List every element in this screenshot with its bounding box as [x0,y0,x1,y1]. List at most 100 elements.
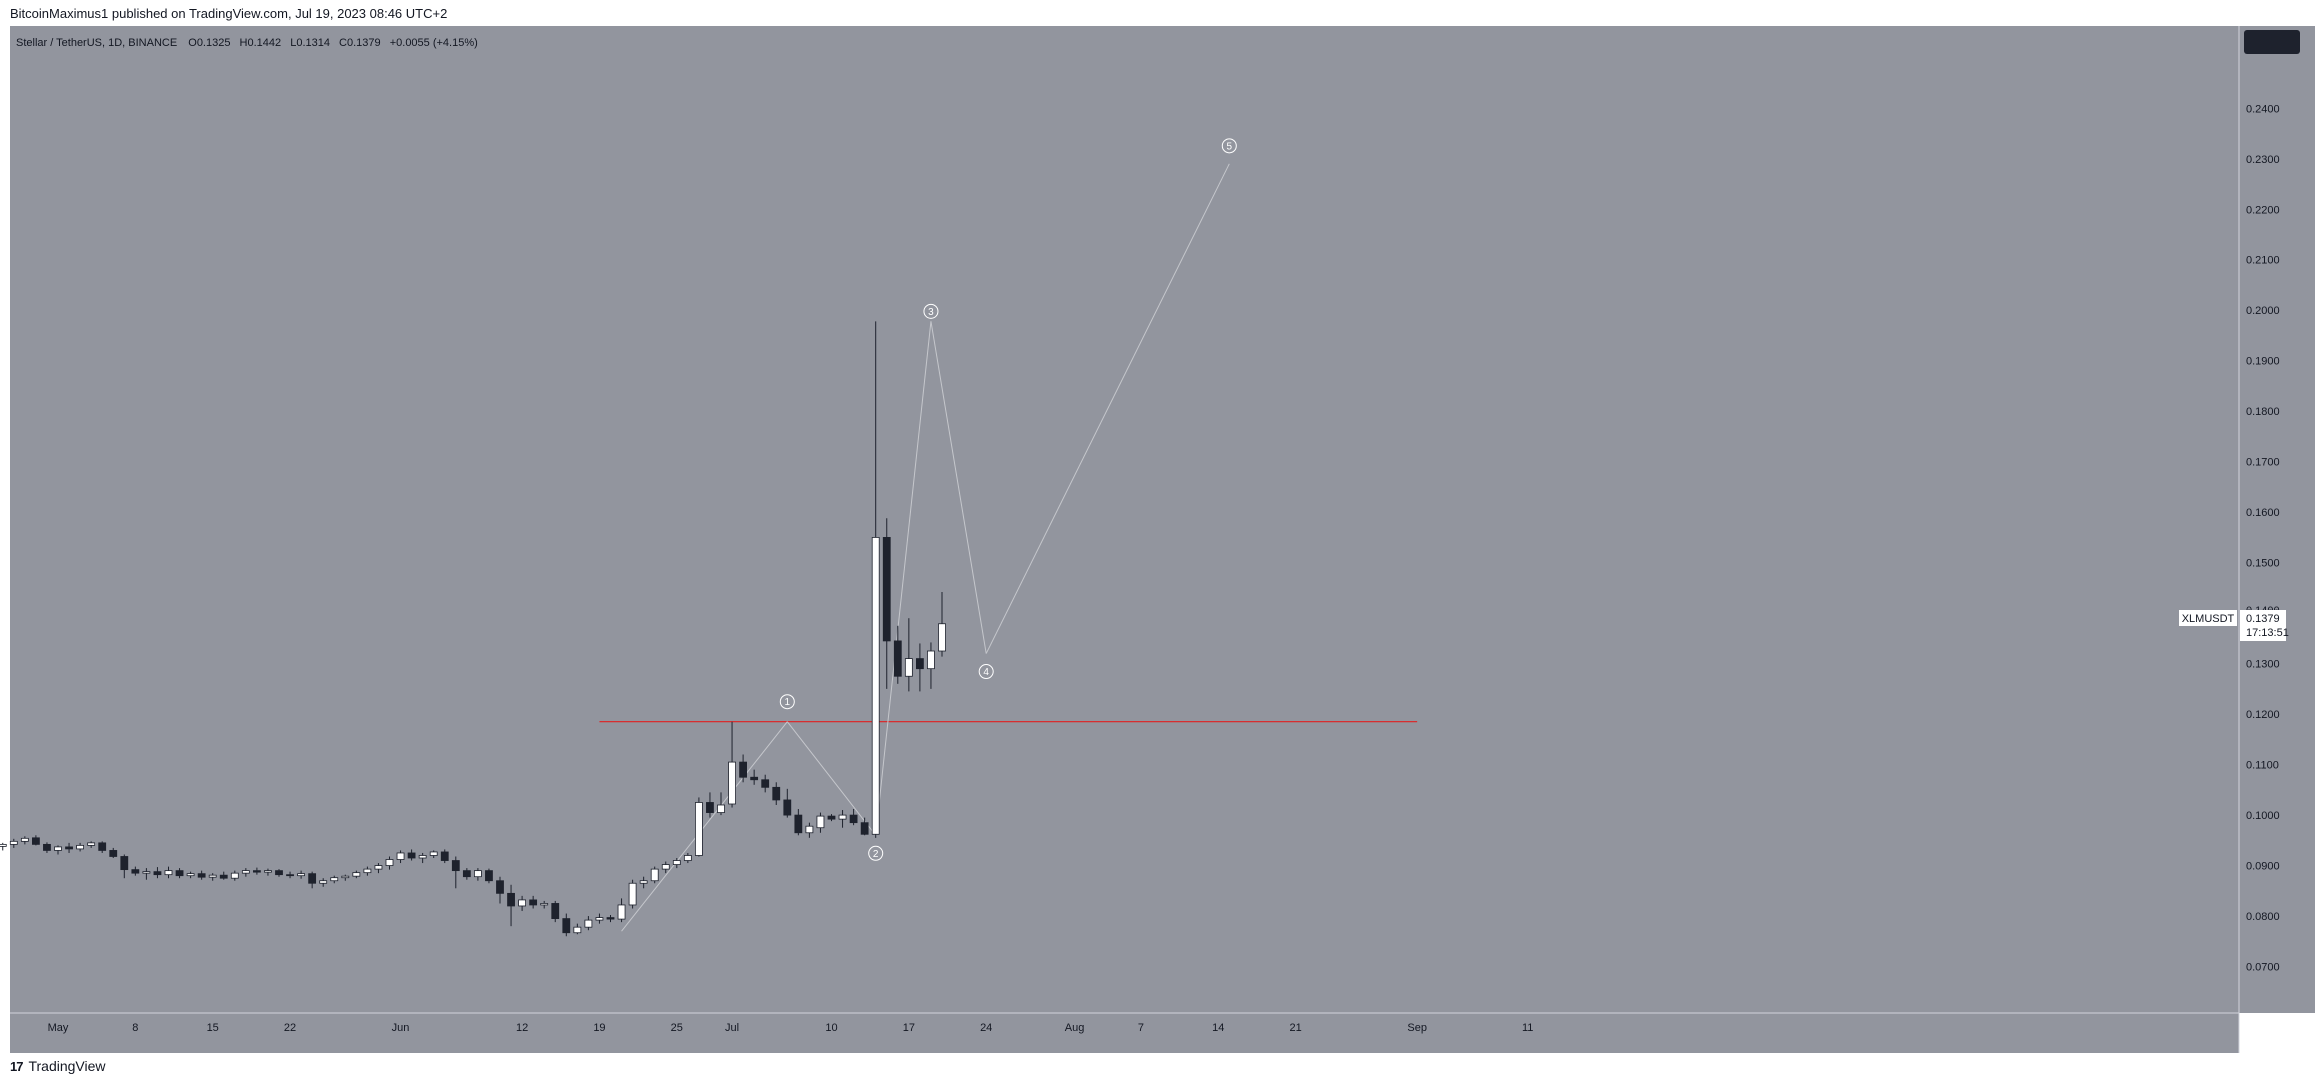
wave-label-text: 1 [785,697,791,708]
candle-body [882,537,891,642]
candle-body [87,842,96,846]
candle [429,850,438,859]
candle-body [904,658,913,677]
tradingview-logo[interactable]: 17 TradingView [10,1058,106,1074]
candle [838,810,847,828]
candle-body [363,868,372,874]
price-tick-label: 0.1000 [2246,810,2280,822]
candle-body [507,892,515,907]
time-tick-label: 10 [825,1022,837,1034]
price-tick-label: 0.2200 [2246,204,2280,216]
wave-segment [930,321,987,654]
price-tick-label: 0.2300 [2246,154,2280,166]
price-tick-label: 0.2400 [2246,103,2280,115]
candle [783,788,792,818]
time-tick-label: 11 [1522,1022,1533,1034]
candle-body [175,870,184,877]
candle-body [772,786,781,801]
chart-settings-button[interactable] [2244,30,2300,54]
wave-label-1: 1 [779,694,795,710]
candle [794,809,803,836]
price-tick-label: 0.1900 [2246,356,2280,368]
time-axis-background [10,1013,2239,1053]
candle-body [264,870,272,873]
candle [32,835,40,846]
candle [507,884,515,927]
candle-body [938,623,946,652]
bar-countdown: 17:13:51 [2246,627,2289,639]
time-tick-label: 8 [132,1022,138,1034]
candle [683,852,692,864]
wave-segment [985,163,1230,654]
candle-body [794,814,803,834]
ohlc-close: 0.1379 [347,37,381,49]
candle [882,518,891,689]
candle [297,870,306,879]
candle [252,867,261,875]
candle-body [683,855,692,861]
candle-body [440,851,449,861]
candle [54,845,62,855]
ohlc-low-label: L [290,37,296,49]
candle-body [695,802,703,856]
symbol-info: Stellar / TetherUS, 1D, BINANCE O0.1325 … [16,37,478,49]
candle-body [65,846,73,850]
candle [562,913,571,937]
wave-label-circle [868,845,884,861]
candle [827,814,836,822]
candle [98,841,107,853]
wave-segment [621,721,788,932]
candle [120,854,129,879]
price-tick-label: 0.1800 [2246,406,2280,418]
time-tick-label: 7 [1138,1022,1144,1034]
chart-area[interactable]: Stellar / TetherUS, 1D, BINANCE O0.1325 … [0,26,2315,1053]
symbol-tag: XLMUSDT [2182,613,2235,625]
candle-body [418,855,427,859]
candle [76,842,84,852]
time-axis[interactable]: May 8 15 22 Jun 12 19 25 Jul 10 17 24 Aug 7 14 21 Sep 11 [48,1022,1534,1034]
time-tick-label: May [48,1022,69,1034]
wave-segment [786,721,877,836]
current-price: 0.1379 [2246,613,2280,625]
candle-body [32,837,40,845]
candle-body [396,852,405,860]
candle-body [109,850,118,857]
symbol-tag-background [2179,610,2237,626]
time-tick-label: 24 [980,1022,992,1034]
candle [65,842,73,853]
candle-body [230,872,239,879]
ohlc-high: 0.1442 [247,37,281,49]
wave-label-circle [978,664,994,680]
time-tick-label: Jul [725,1022,739,1034]
candle-body [429,851,438,856]
candle [860,817,869,836]
price-axis-background [2239,26,2315,1013]
candle [761,774,770,793]
candle [473,868,482,881]
candle [805,822,814,838]
candlestick-chart[interactable]: Stellar / TetherUS, 1D, BINANCE O0.1325 … [0,26,2315,1053]
candle-body [617,904,626,920]
candle [551,900,560,923]
candle-body [551,903,560,919]
candle [904,618,913,692]
tradingview-logo-icon: 17 [10,1058,24,1074]
candle-body [584,919,593,928]
candle [628,879,637,909]
candle [330,875,339,884]
time-tick-label: 15 [207,1022,219,1034]
time-tick-label: 12 [516,1022,528,1034]
candle-body [43,843,51,851]
wave-segment [875,321,932,836]
candle-body [485,870,493,882]
candle [849,809,858,826]
candle [9,838,18,848]
plot-background [10,26,2239,1013]
candle-body [164,870,173,876]
candle-body [661,864,670,870]
candle [363,866,372,876]
candle [584,916,593,931]
candle-body [860,822,869,835]
candle [672,858,681,869]
candle [385,856,394,870]
